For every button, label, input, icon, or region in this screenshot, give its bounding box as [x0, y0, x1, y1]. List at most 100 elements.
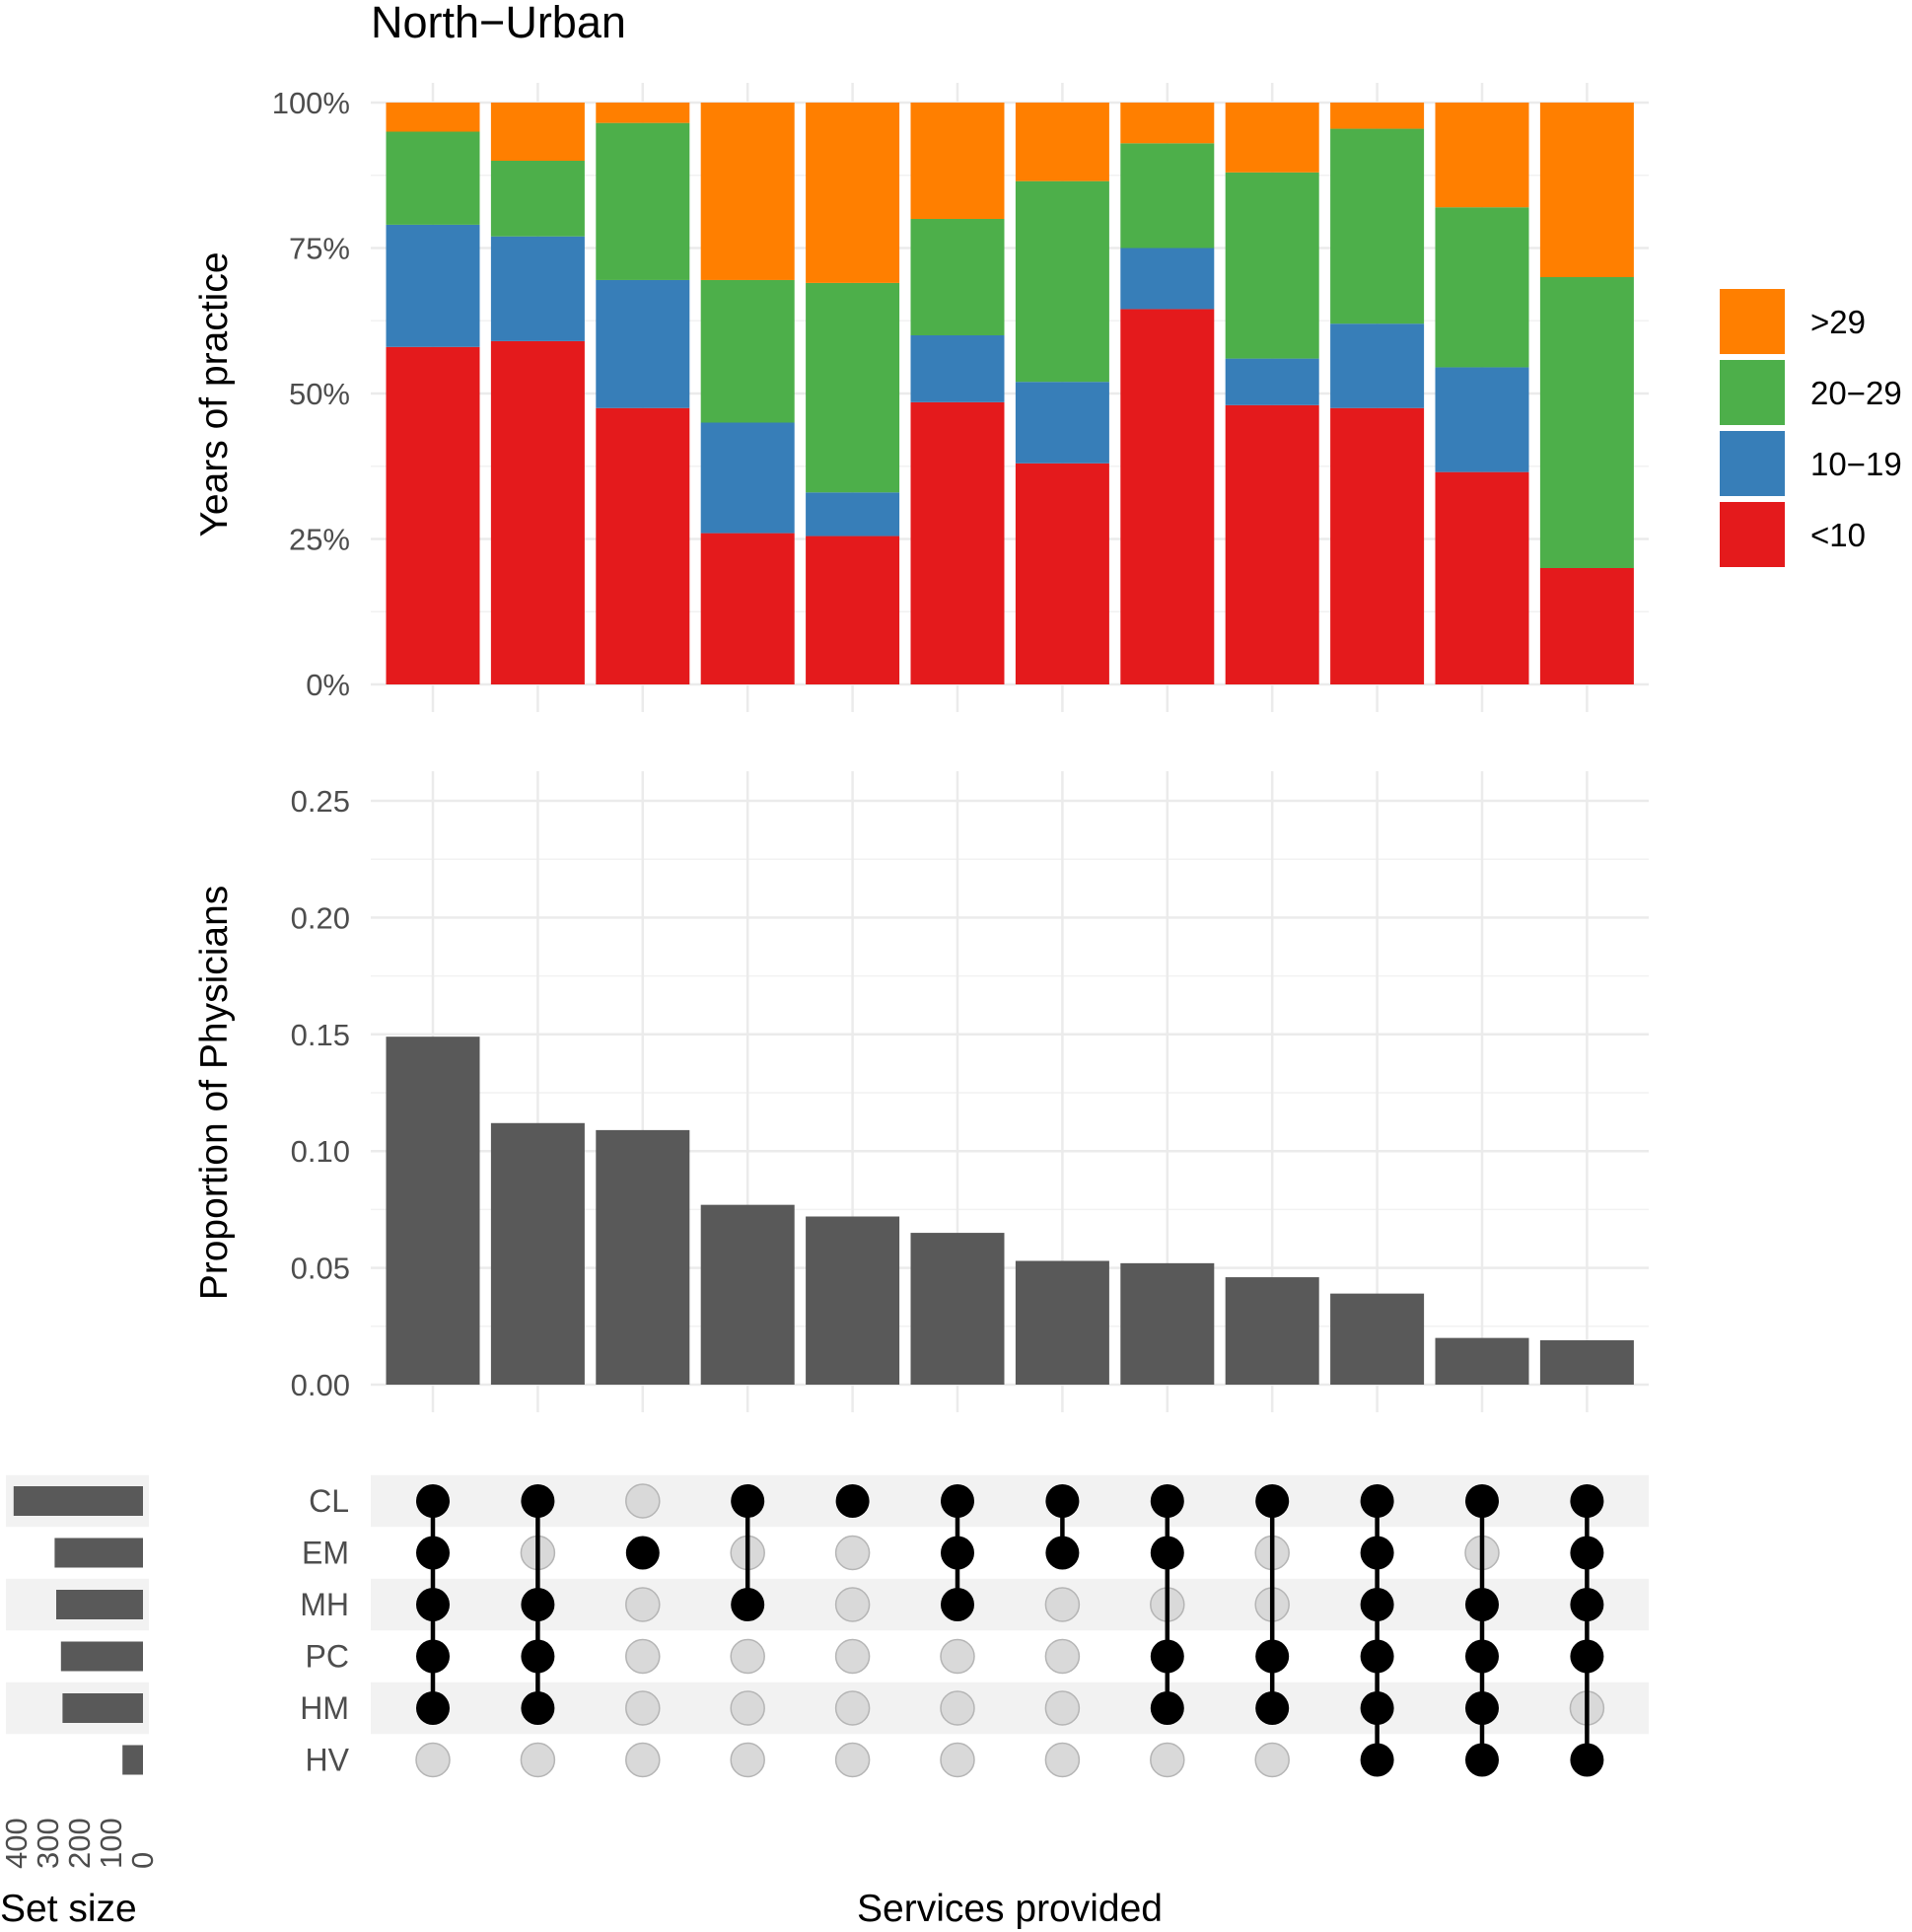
bar-segment: [1120, 248, 1215, 310]
empty-dot: [730, 1690, 765, 1726]
bar-segment: [1120, 143, 1215, 249]
filled-dot: [521, 1691, 555, 1725]
legend-label: >29: [1810, 304, 1866, 340]
set-size-tick-label: 400: [0, 1818, 34, 1869]
set-size-tick-label: 300: [31, 1818, 65, 1869]
filled-dot: [1360, 1484, 1394, 1518]
bar-segment: [1539, 103, 1634, 277]
empty-dot: [1254, 1742, 1290, 1778]
bar-segment: [700, 279, 795, 423]
bar-segment: [806, 103, 900, 283]
legend-label: <10: [1810, 517, 1866, 553]
empty-dot: [1044, 1587, 1081, 1622]
filled-dot: [1465, 1743, 1499, 1777]
set-label-hm: HM: [300, 1690, 349, 1726]
filled-dot: [1465, 1691, 1499, 1725]
filled-dot: [1045, 1536, 1080, 1570]
empty-dot: [834, 1535, 871, 1571]
empty-dot: [940, 1638, 975, 1675]
set-size-bar: [54, 1538, 143, 1568]
proportion-bar: [1225, 1277, 1319, 1385]
bar-segment: [806, 492, 900, 537]
x-axis-title: Services provided: [857, 1888, 1163, 1930]
matrix-row-stripe: [371, 1578, 1649, 1631]
bar-segment: [1015, 103, 1109, 181]
proportion-bar: [910, 1233, 1005, 1385]
filled-dot: [1570, 1639, 1604, 1674]
y-tick-label: 0.15: [291, 1018, 350, 1052]
empty-dot: [625, 1587, 661, 1622]
empty-dot: [520, 1742, 556, 1778]
set-size-bar: [62, 1693, 143, 1723]
filled-dot: [1255, 1691, 1290, 1725]
filled-dot: [1465, 1588, 1499, 1621]
bar-segment: [700, 422, 795, 534]
bar-segment: [910, 219, 1005, 335]
proportion-bar: [1015, 1260, 1109, 1385]
bar-segment: [386, 131, 480, 225]
set-size-tick-label: 200: [62, 1818, 97, 1869]
empty-dot: [730, 1742, 765, 1778]
filled-dot: [625, 1536, 660, 1570]
bar-segment: [1539, 277, 1634, 568]
empty-dot: [625, 1483, 661, 1519]
filled-dot: [1570, 1536, 1604, 1570]
y-tick-label: 100%: [272, 86, 350, 120]
filled-dot: [835, 1484, 870, 1518]
matrix-row-stripe: [371, 1474, 1649, 1528]
filled-dot: [1150, 1536, 1184, 1570]
bar-segment: [700, 103, 795, 280]
bar-segment: [386, 224, 480, 347]
y-tick-label: 50%: [289, 377, 350, 411]
bar-segment: [1435, 103, 1529, 208]
empty-dot: [1044, 1690, 1081, 1726]
legend-swatch: [1720, 431, 1785, 496]
bar-segment: [1225, 358, 1319, 405]
bar-segment: [910, 401, 1005, 684]
set-label-pc: PC: [306, 1639, 349, 1675]
bar-segment: [1015, 180, 1109, 383]
filled-dot: [941, 1484, 974, 1518]
filled-dot: [1150, 1691, 1184, 1725]
bar-segment: [806, 536, 900, 684]
legend: >29 20−29 10−19 <10: [1720, 289, 1902, 567]
empty-dot: [1150, 1742, 1185, 1778]
bar-segment: [700, 533, 795, 684]
set-label-cl: CL: [309, 1483, 349, 1519]
filled-dot: [1360, 1536, 1394, 1570]
bar-segment: [386, 346, 480, 684]
filled-dot: [416, 1588, 450, 1621]
bar-segment: [490, 161, 585, 237]
y-tick-label: 0.20: [291, 900, 350, 935]
empty-dot: [1044, 1742, 1081, 1778]
bar-segment: [1435, 471, 1529, 684]
filled-dot: [1255, 1484, 1290, 1518]
empty-dot: [625, 1690, 661, 1726]
legend-swatch: [1720, 360, 1785, 425]
empty-dot: [625, 1638, 661, 1675]
filled-dot: [1360, 1588, 1394, 1621]
proportion-panel: 0.00 0.05 0.10 0.15 0.20 0.25 Proportion of Ph…: [193, 771, 1649, 1412]
empty-dot: [834, 1690, 871, 1726]
bar-segment: [1330, 323, 1425, 408]
filled-dot: [1570, 1743, 1604, 1777]
y-tick-label: 0.10: [291, 1134, 350, 1169]
empty-dot: [625, 1742, 661, 1778]
chart-title: North−Urban: [371, 0, 626, 47]
y-tick-label: 0.05: [291, 1252, 350, 1286]
matrix-row-stripe: [371, 1682, 1649, 1735]
proportion-bar: [1330, 1293, 1425, 1385]
filled-dot: [941, 1536, 974, 1570]
proportion-bar: [1435, 1337, 1529, 1385]
legend-swatch: [1720, 289, 1785, 354]
filled-dot: [521, 1639, 555, 1674]
set-size-tick-label: 100: [94, 1818, 128, 1869]
bar-segment: [1225, 404, 1319, 684]
filled-dot: [416, 1484, 450, 1518]
bar-segment: [1330, 103, 1425, 129]
set-size-bar: [122, 1745, 143, 1775]
set-size-tick-label: 0: [125, 1852, 160, 1869]
filled-dot: [731, 1484, 765, 1518]
